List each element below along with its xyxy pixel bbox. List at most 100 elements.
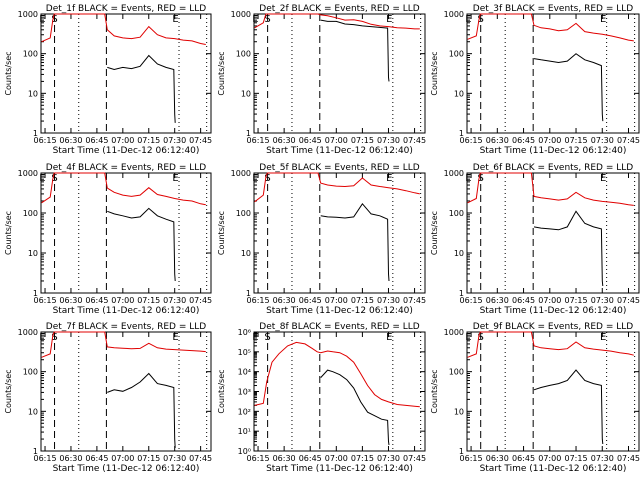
panel-6-xtick-label: 06:15 (460, 296, 483, 305)
panel-7-ylabel: Counts/sec (4, 369, 13, 413)
panel-7-title: Det_7f BLACK = Events, RED = LLD (46, 322, 206, 332)
panel-3-ytick-label: 1 (459, 129, 464, 138)
panel-2-series-lld (254, 13, 420, 30)
panel-8-ytick-label: 10² (238, 407, 251, 416)
panel-4-xtick-label: 07:45 (189, 296, 212, 305)
panel-1-series-lld (41, 13, 206, 45)
panel-4-series-lld (41, 172, 206, 206)
panel-4-ytick-label: 100 (23, 209, 38, 218)
panel-3-xtick-label: 07:15 (564, 136, 587, 145)
panel-5-series-events (320, 202, 390, 282)
panel-5-ytick-label: 10 (241, 249, 251, 258)
panel-9-ylabel: Counts/sec (430, 369, 439, 413)
panel-1-title: Det_1f BLACK = Events, RED = LLD (46, 4, 206, 14)
panel-6-xtick-label: 07:45 (617, 296, 640, 305)
panel-8-axes-frame (253, 331, 426, 452)
panel-2-xtick-label: 07:00 (325, 136, 348, 145)
panel-2-xtick-label: 07:30 (377, 136, 400, 145)
panel-9-marker-e-end: E (600, 332, 606, 343)
panel-7-marker-s: S (51, 332, 57, 343)
panel-2-title: Det_2f BLACK = Events, RED = LLD (259, 4, 419, 14)
panel-6-axes-frame (466, 172, 640, 294)
panel-3-marker-e-start: E (465, 14, 471, 25)
panel-1-xtick-label: 06:30 (59, 136, 82, 145)
panel-1-ytick-label: 1000 (18, 10, 38, 19)
panel-4-marker-e-end: E (172, 173, 178, 184)
panel-1-xlabel: Start Time (11-Dec-12 06:12:40) (53, 146, 200, 156)
panel-4-xtick-label: 06:30 (59, 296, 82, 305)
panel-2-ylabel: Counts/sec (217, 51, 226, 95)
panel-4-ylabel: Counts/sec (4, 211, 13, 255)
panel-9-xtick-label: 06:15 (460, 454, 483, 463)
panel-8-ytick-label: 10⁰ (238, 447, 251, 456)
panel-7-marker-e-end: E (172, 332, 178, 343)
panel-8-ytick-label: 10³ (238, 388, 251, 397)
panel-1-marker-s: S (51, 14, 57, 25)
panel-1-ytick-label: 100 (23, 50, 38, 59)
panel-9-marker-e-start: E (465, 332, 471, 343)
panel-9-ytick-label: 1 (459, 447, 464, 456)
panel-8-xtick-label: 06:30 (273, 454, 296, 463)
panel-8-xtick-label: 07:30 (377, 454, 400, 463)
panel-5-series-lld (254, 172, 420, 203)
panel-8-marker-e-end: E (386, 332, 392, 343)
panel-4-series-events (107, 207, 176, 282)
panel-7-xlabel: Start Time (11-Dec-12 06:12:40) (53, 464, 200, 474)
panel-5-ytick-label: 100 (236, 209, 251, 218)
panel-5-xtick-label: 06:15 (247, 296, 270, 305)
panel-1-marker-e-end: E (172, 14, 178, 25)
panel-7-ytick-label: 1 (33, 447, 38, 456)
panel-8-xtick-label: 07:15 (351, 454, 374, 463)
panel-3-xtick-label: 06:15 (460, 136, 483, 145)
panel-5-ytick-label: 1 (246, 289, 251, 298)
panel-9-series-events (533, 369, 604, 445)
panel-1-xtick-label: 06:45 (85, 136, 108, 145)
panel-9-xtick-label: 06:30 (486, 454, 509, 463)
panel-2-xtick-label: 07:45 (403, 136, 426, 145)
panel-3-ytick-label: 1000 (444, 10, 464, 19)
panel-4-xlabel: Start Time (11-Dec-12 06:12:40) (53, 306, 200, 316)
panel-6-marker-e-start: E (465, 173, 471, 184)
panel-4-marker-e-start: E (39, 173, 45, 184)
panel-5-xtick-label: 07:30 (377, 296, 400, 305)
panel-2-marker-s: S (264, 14, 270, 25)
panel-1-axes-frame (40, 13, 212, 134)
panel-3-xtick-label: 07:30 (591, 136, 614, 145)
panel-5-ylabel: Counts/sec (217, 211, 226, 255)
panel-4-ytick-label: 10 (28, 249, 38, 258)
panel-9-xtick-label: 06:45 (512, 454, 535, 463)
panel-4-xtick-label: 07:15 (137, 296, 160, 305)
panel-6-ytick-label: 1 (459, 289, 464, 298)
panel-8-ytick-label: 10¹ (238, 427, 251, 436)
panel-3-marker-e-end: E (600, 14, 606, 25)
panel-3-marker-s: S (478, 14, 484, 25)
panel-2-xtick-label: 06:15 (247, 136, 270, 145)
panel-6-ytick-label: 1000 (444, 169, 464, 178)
panel-7-xtick-label: 07:00 (111, 454, 134, 463)
panel-1-ytick-label: 1 (33, 129, 38, 138)
panel-5-xtick-label: 07:00 (325, 296, 348, 305)
panel-7-ytick-label: 1000 (18, 328, 38, 337)
panel-8-series-lld (254, 341, 420, 408)
panel-5-xtick-label: 06:30 (273, 296, 296, 305)
panel-6-xtick-label: 07:00 (538, 296, 561, 305)
panel-9-xtick-label: 07:15 (564, 454, 587, 463)
panel-5-marker-s: S (264, 173, 270, 184)
panel-7-xtick-label: 07:15 (137, 454, 160, 463)
panel-8-marker-s: S (264, 332, 270, 343)
panel-8-xtick-label: 07:45 (403, 454, 426, 463)
panel-6-ylabel: Counts/sec (430, 211, 439, 255)
panel-1-xtick-label: 07:15 (137, 136, 160, 145)
panel-2-ytick-label: 100 (236, 50, 251, 59)
panel-9-xtick-label: 07:45 (617, 454, 640, 463)
panel-9-ytick-label: 10 (454, 407, 464, 416)
panel-4-xtick-label: 07:30 (163, 296, 186, 305)
panel-1-ylabel: Counts/sec (4, 51, 13, 95)
panel-3-xtick-label: 06:45 (512, 136, 535, 145)
panel-3-xtick-label: 07:45 (617, 136, 640, 145)
panel-7-xtick-label: 06:45 (85, 454, 108, 463)
panel-2-ytick-label: 1 (246, 129, 251, 138)
panel-8-ytick-label: 10⁶ (238, 328, 251, 337)
panel-1-series-events (107, 54, 176, 123)
